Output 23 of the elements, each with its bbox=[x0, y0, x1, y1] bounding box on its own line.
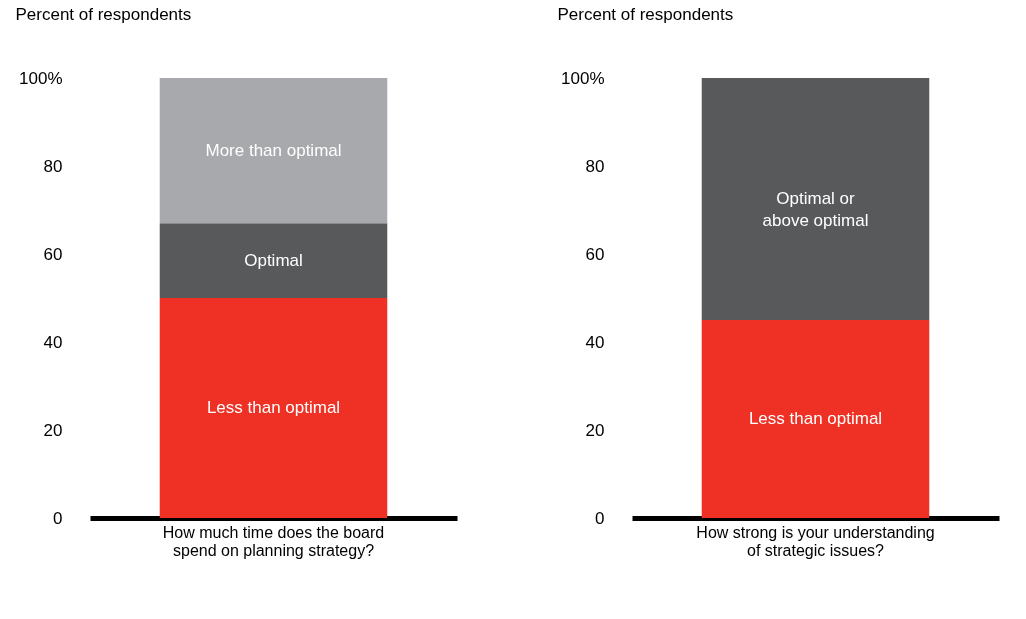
y-tick-label: 60 bbox=[585, 244, 605, 264]
y-tick-label: 40 bbox=[585, 332, 605, 352]
y-tick-label: 0 bbox=[53, 508, 63, 528]
y-tick-label: 60 bbox=[43, 244, 63, 264]
y-tick-label: 0 bbox=[595, 508, 605, 528]
series-label: Less than optimal bbox=[206, 398, 341, 417]
y-tick-label: 100% bbox=[561, 68, 605, 88]
y-tick-label: 100% bbox=[19, 68, 63, 88]
y-axis-title: Percent of respondents bbox=[557, 4, 734, 24]
bar bbox=[159, 223, 388, 298]
x-tick-label: How much time does the board spend on planning strategy? bbox=[162, 523, 385, 559]
y-tick-label: 80 bbox=[585, 156, 605, 176]
y-tick-label: 20 bbox=[43, 420, 63, 440]
series-label: Less than optimal bbox=[748, 409, 883, 428]
bar bbox=[159, 78, 388, 224]
y-tick-label: 20 bbox=[585, 420, 605, 440]
y-tick-label: 80 bbox=[43, 156, 63, 176]
y-axis-title: Percent of respondents bbox=[15, 4, 192, 24]
series-label: Optimal bbox=[244, 250, 303, 270]
y-tick-label: 40 bbox=[43, 332, 63, 352]
x-tick-label: How strong is your understanding of strategic issues? bbox=[696, 523, 935, 559]
series-label: More than optimal bbox=[205, 140, 342, 160]
series-label: Optimal or above optimal bbox=[762, 189, 869, 230]
